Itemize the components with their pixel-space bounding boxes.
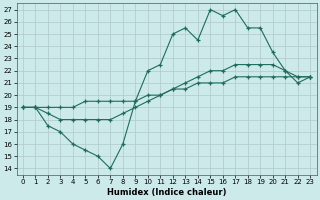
X-axis label: Humidex (Indice chaleur): Humidex (Indice chaleur) — [107, 188, 226, 197]
